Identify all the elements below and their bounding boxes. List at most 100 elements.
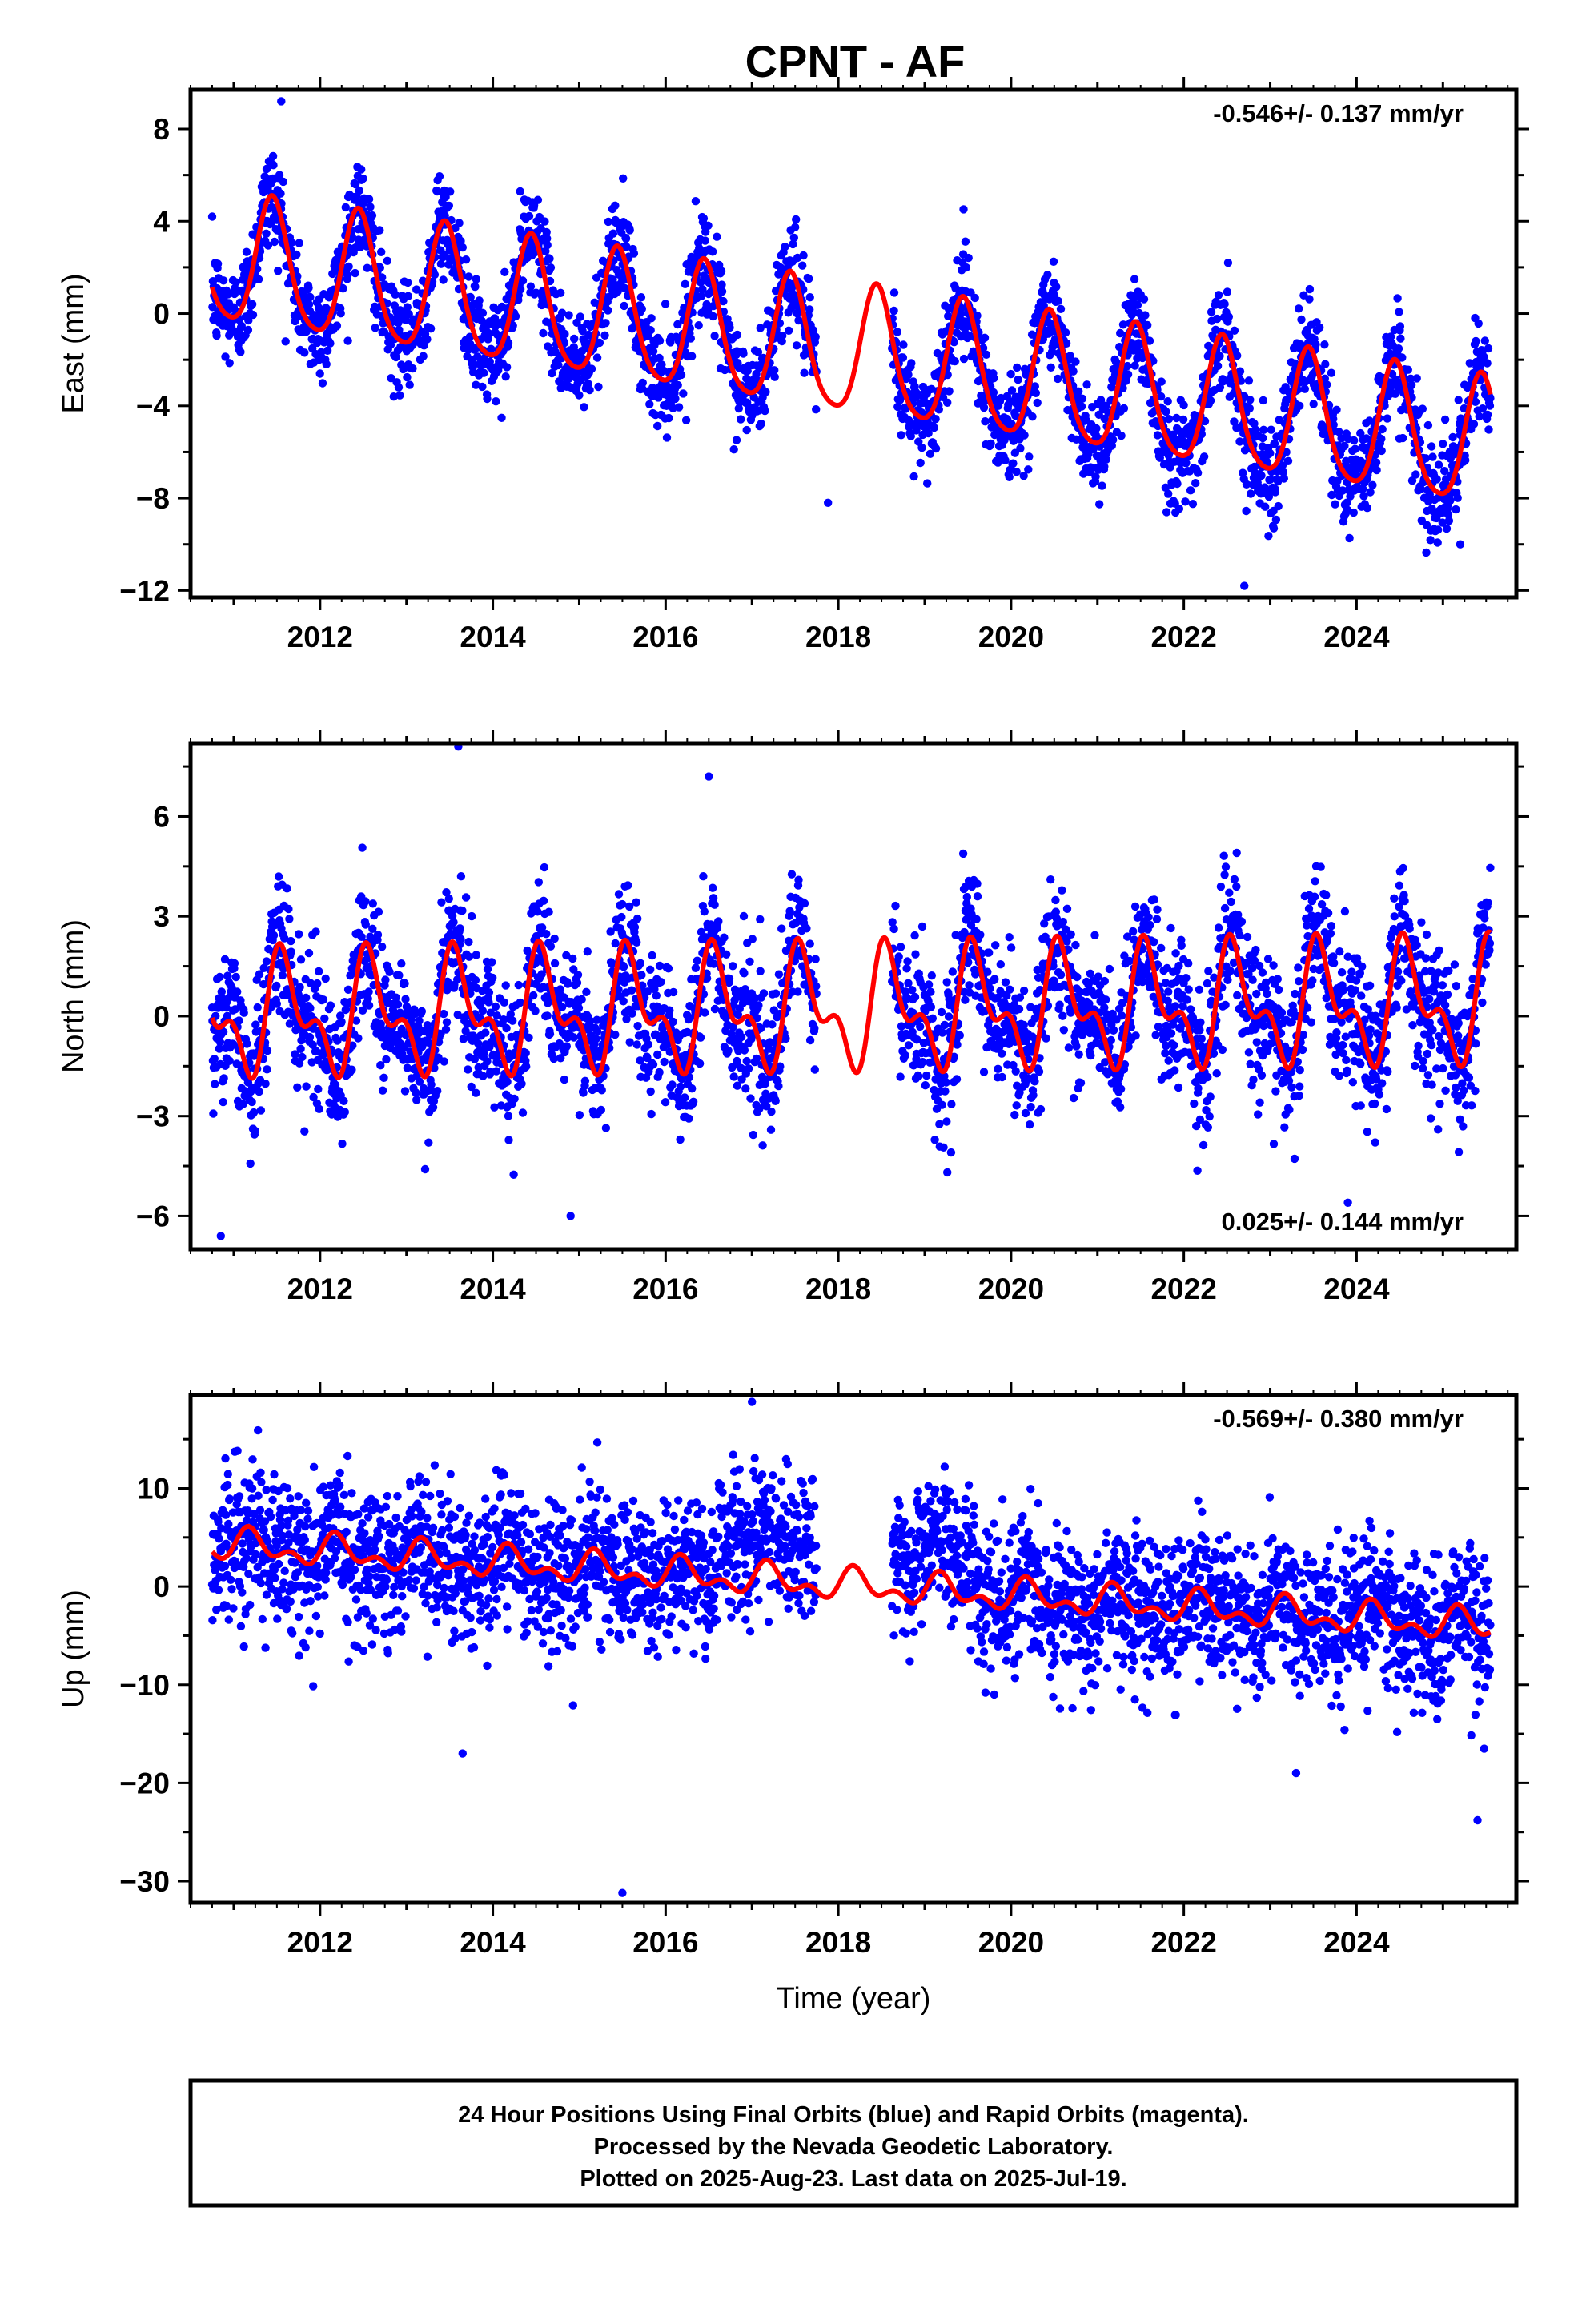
- data-point: [994, 458, 1002, 467]
- data-point: [533, 195, 543, 204]
- data-point: [1356, 428, 1365, 438]
- data-point: [944, 1012, 954, 1021]
- data-point: [376, 1061, 385, 1070]
- data-point: [386, 340, 396, 349]
- data-point: [1416, 485, 1426, 493]
- data-point: [378, 943, 387, 951]
- data-point: [709, 312, 717, 321]
- data-point: [490, 314, 500, 323]
- data-point: [403, 372, 412, 382]
- data-point: [1033, 398, 1042, 408]
- data-point: [1279, 468, 1288, 476]
- data-point: [383, 256, 391, 265]
- x-tick-label: 2020: [978, 621, 1044, 653]
- data-point: [1074, 387, 1083, 396]
- data-point: [594, 382, 603, 392]
- data-point: [543, 234, 552, 243]
- data-point: [805, 293, 814, 302]
- data-point: [368, 924, 377, 934]
- data-point: [1016, 444, 1025, 453]
- data-point: [441, 1025, 451, 1034]
- data-point: [774, 970, 784, 979]
- data-point: [1454, 396, 1463, 404]
- data-point: [597, 1086, 606, 1095]
- data-point: [940, 1020, 950, 1030]
- data-point: [684, 1015, 693, 1024]
- data-point: [500, 998, 508, 1007]
- data-point: [484, 998, 493, 1007]
- data-point: [1062, 339, 1071, 348]
- data-point: [1161, 483, 1170, 492]
- data-point: [902, 964, 911, 973]
- data-point: [732, 436, 741, 444]
- data-point: [909, 472, 918, 481]
- data-point: [701, 236, 709, 245]
- data-point: [958, 849, 968, 858]
- data-point: [539, 896, 548, 906]
- data-point: [990, 374, 998, 383]
- data-point: [1061, 328, 1070, 337]
- data-point: [573, 971, 583, 979]
- data-point: [471, 975, 480, 985]
- data-point: [1480, 352, 1488, 361]
- data-point: [377, 247, 386, 256]
- data-point: [548, 368, 556, 378]
- data-point: [262, 229, 271, 238]
- data-point: [641, 1073, 651, 1082]
- data-point: [725, 323, 734, 332]
- data-point: [361, 920, 370, 929]
- data-point: [1461, 456, 1470, 464]
- data-point: [709, 959, 718, 968]
- data-point: [1343, 498, 1351, 507]
- data-point: [545, 1030, 555, 1039]
- data-point: [412, 1088, 420, 1097]
- data-point: [212, 331, 221, 340]
- data-point: [483, 394, 492, 404]
- data-point: [809, 326, 818, 335]
- data-point: [681, 279, 689, 288]
- data-point: [280, 934, 289, 943]
- data-point: [1219, 376, 1228, 386]
- data-point: [679, 389, 688, 398]
- data-point: [484, 329, 493, 338]
- data-point: [246, 1159, 255, 1168]
- data-point: [526, 282, 536, 291]
- data-point: [1213, 361, 1223, 371]
- data-point: [1118, 320, 1128, 329]
- data-point: [263, 1046, 272, 1055]
- data-point: [653, 1050, 662, 1059]
- data-point: [311, 927, 320, 936]
- data-point: [315, 967, 323, 976]
- data-point: [691, 963, 701, 973]
- data-point: [404, 292, 412, 300]
- data-point: [582, 987, 591, 997]
- data-point: [339, 284, 347, 293]
- data-point: [698, 285, 707, 294]
- data-point: [223, 290, 232, 299]
- data-point: [647, 1109, 656, 1119]
- data-point: [906, 432, 916, 440]
- data-point: [1438, 518, 1447, 527]
- data-point: [903, 957, 912, 966]
- data-point: [676, 1135, 685, 1144]
- data-point: [506, 1010, 515, 1019]
- data-point: [326, 1001, 335, 1010]
- data-point: [1116, 328, 1125, 338]
- data-point: [717, 267, 726, 275]
- data-point: [492, 1011, 501, 1020]
- data-point: [585, 385, 594, 395]
- data-point: [907, 359, 916, 368]
- data-point: [761, 388, 770, 396]
- data-point: [947, 1100, 956, 1108]
- data-point: [1311, 340, 1320, 349]
- data-point: [479, 1072, 488, 1080]
- data-point: [717, 287, 727, 296]
- data-point: [291, 1050, 299, 1059]
- data-point: [262, 164, 271, 174]
- data-point: [1483, 359, 1492, 368]
- data-point: [572, 979, 582, 987]
- data-point: [461, 1027, 470, 1035]
- east-y-label: East (mm): [57, 273, 90, 413]
- data-point: [1141, 311, 1150, 320]
- data-point: [243, 325, 253, 335]
